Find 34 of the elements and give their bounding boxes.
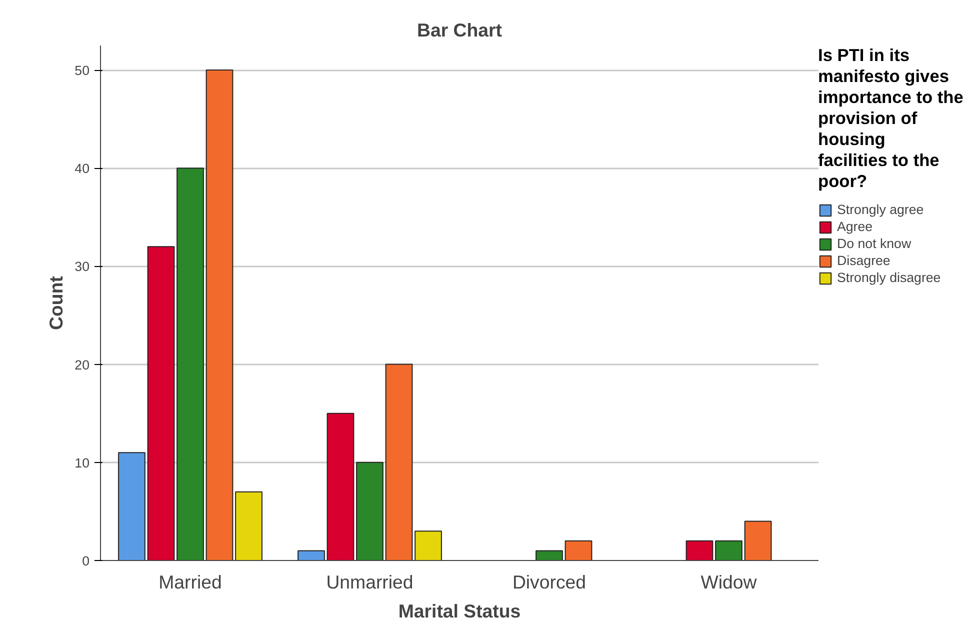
bar xyxy=(715,540,742,560)
x-tick-label: Married xyxy=(158,572,222,592)
chart-title: Bar Chart xyxy=(416,20,502,40)
legend-label: Strongly agree xyxy=(837,202,924,217)
bar xyxy=(356,462,384,560)
y-tick-label: 10 xyxy=(74,455,90,470)
bar xyxy=(536,550,563,560)
bar xyxy=(298,550,325,560)
bar xyxy=(147,246,175,560)
bar xyxy=(414,530,442,560)
bar xyxy=(744,520,772,560)
x-tick-label: Divorced xyxy=(512,572,586,592)
bar xyxy=(564,540,592,560)
bar xyxy=(206,70,234,560)
y-axis-title: Count xyxy=(46,276,67,330)
bar xyxy=(176,168,204,560)
bar xyxy=(326,412,354,560)
legend-label: Agree xyxy=(837,219,873,234)
y-tick-label: 30 xyxy=(74,259,90,274)
bar xyxy=(235,491,262,560)
x-tick-label: Unmarried xyxy=(326,572,414,592)
x-axis-title: Marital Status xyxy=(398,600,521,622)
legend-label: Strongly disagree xyxy=(837,270,941,285)
legend-label: Disagree xyxy=(837,253,890,268)
legend-label: Do not know xyxy=(837,236,912,251)
y-tick-label: 40 xyxy=(74,161,90,176)
bar xyxy=(686,540,714,560)
bar xyxy=(118,452,146,560)
bar xyxy=(385,364,413,560)
x-tick-label: Widow xyxy=(700,572,758,592)
y-tick-label: 20 xyxy=(74,357,90,372)
y-tick-label: 0 xyxy=(82,554,90,568)
legend-title: Is PTI in its manifesto gives importance to the provision of housing facilities to the poor? xyxy=(818,45,964,192)
y-tick-label: 50 xyxy=(74,63,90,78)
